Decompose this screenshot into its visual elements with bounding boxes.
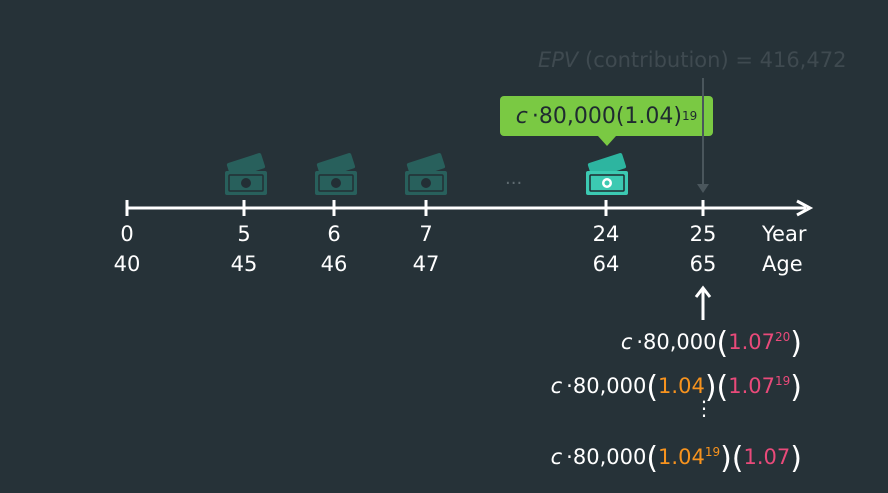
expr-rate-salary: 1.04 [658, 374, 705, 398]
tick-year-label: 0 [120, 222, 134, 246]
expr-rate-interest: 1.07 [728, 330, 775, 354]
expr-rate-interest-exp: 20 [775, 330, 791, 344]
payment-callout: c ·80,000(1.04) 19 [500, 96, 713, 146]
tick-age-label: 64 [592, 252, 620, 276]
money-icon [405, 153, 447, 195]
tick-age-label: 65 [689, 252, 717, 276]
tick-year-label: 5 [237, 222, 251, 246]
epv-prefix: EPV [538, 48, 579, 72]
tick-year-label: 25 [689, 222, 717, 246]
callout-exp: 19 [681, 109, 698, 123]
timeline-arrowhead [796, 199, 814, 217]
tick-year-label: 7 [419, 222, 433, 246]
accumulate-arrow-head [694, 285, 712, 298]
callout-var: c [515, 103, 528, 129]
money-icon [315, 153, 357, 195]
expr-var: c [550, 445, 563, 469]
tick-year-label: 6 [327, 222, 341, 246]
expr-var: c [620, 330, 633, 354]
expr-rate-interest-exp: 19 [775, 374, 791, 388]
expr-rate-salary-exp: 19 [704, 445, 721, 459]
expr-rate-salary: 1.04 [658, 445, 705, 469]
callout-text: ·80,000(1.04) [531, 103, 682, 129]
expr-base: ·80,000 [566, 374, 647, 398]
epv-text: (contribution) = 416,472 [585, 48, 847, 72]
vertical-ellipsis: ⋮ [694, 396, 714, 420]
epv-pointer-head [697, 184, 709, 193]
money-icon [225, 153, 267, 195]
expression-1: c ·80,000(1.0720) [620, 326, 802, 361]
money-icon-highlighted [586, 153, 628, 195]
ellipsis: ... [505, 168, 523, 189]
tick-age-label: 47 [412, 252, 440, 276]
tick-age-label: 45 [230, 252, 258, 276]
expression-2: c ·80,000(1.04)(1.0719) [550, 370, 802, 405]
tick-year-label: 24 [592, 222, 620, 246]
age-row-label: Age [762, 252, 803, 276]
expr-base: ·80,000 [636, 330, 717, 354]
expr-rate-interest: 1.07 [728, 374, 775, 398]
year-row-label: Year [762, 222, 807, 246]
expression-3: c ·80,000(1.0419)(1.07) [550, 441, 802, 476]
expr-var: c [550, 374, 563, 398]
expr-base: ·80,000 [566, 445, 647, 469]
tick-age-label: 40 [113, 252, 141, 276]
tick-age-label: 46 [320, 252, 348, 276]
epv-label: EPV (contribution) = 416,472 [538, 48, 846, 72]
expr-rate-interest: 1.07 [743, 445, 791, 469]
